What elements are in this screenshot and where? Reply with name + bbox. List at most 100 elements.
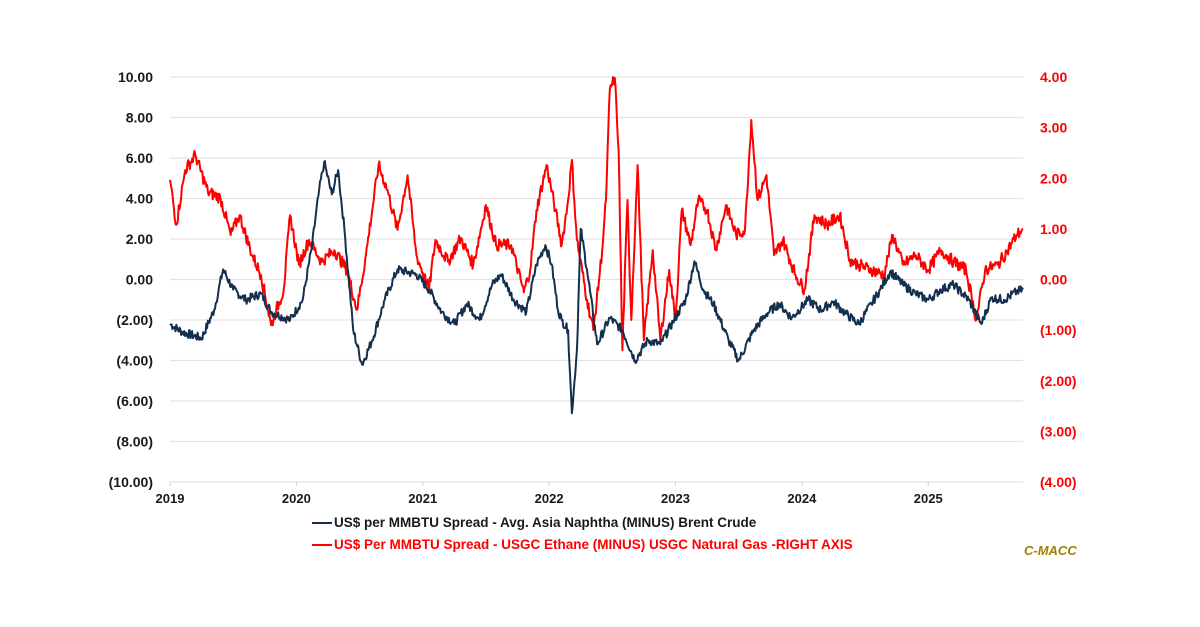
data-point-ethane bbox=[744, 229, 746, 231]
data-point-ethane bbox=[715, 249, 717, 251]
data-point-ethane bbox=[940, 249, 942, 251]
data-point-ethane bbox=[555, 209, 557, 211]
data-point-ethane bbox=[260, 274, 262, 276]
x-tick-label: 2020 bbox=[282, 491, 311, 506]
data-point-ethane bbox=[627, 199, 629, 201]
data-point-ethane bbox=[378, 164, 380, 166]
data-point-ethane bbox=[871, 269, 873, 271]
data-point-ethane bbox=[915, 254, 917, 256]
data-point-ethane bbox=[614, 77, 616, 79]
left-tick-label: 0.00 bbox=[126, 272, 153, 288]
series-layer bbox=[169, 76, 1024, 415]
cmacc-watermark: C-MACC bbox=[1024, 543, 1077, 558]
right-tick-label: 4.00 bbox=[1040, 69, 1067, 85]
data-point-ethane bbox=[321, 261, 323, 263]
data-point-ethane bbox=[883, 274, 885, 276]
data-point-ethane bbox=[965, 269, 967, 271]
data-point-ethane bbox=[858, 264, 860, 266]
data-point-ethane bbox=[795, 274, 797, 276]
data-point-ethane bbox=[652, 249, 654, 251]
gridlines bbox=[170, 76, 1023, 483]
data-point-ethane bbox=[270, 324, 272, 326]
right-tick-label: 1.00 bbox=[1040, 221, 1067, 237]
data-point-ethane bbox=[725, 204, 727, 206]
right-tick-label: 3.00 bbox=[1040, 120, 1067, 136]
legend-item-ethane: US$ Per MMBTU Spread - USGC Ethane (MINU… bbox=[312, 534, 853, 556]
data-point-ethane bbox=[953, 261, 955, 263]
data-point-ethane bbox=[308, 239, 310, 241]
data-point-ethane bbox=[529, 269, 531, 271]
left-tick-label: (2.00) bbox=[116, 312, 153, 328]
left-tick-label: (6.00) bbox=[116, 393, 153, 409]
data-point-ethane bbox=[416, 254, 418, 256]
data-point-ethane bbox=[523, 291, 525, 293]
data-point-ethane bbox=[460, 237, 462, 239]
data-point-ethane bbox=[622, 350, 624, 352]
data-point-ethane bbox=[495, 244, 497, 246]
data-point-ethane bbox=[892, 234, 894, 236]
data-point-ethane bbox=[485, 204, 487, 206]
data-point-ethane bbox=[571, 159, 573, 161]
data-point-ethane bbox=[735, 234, 737, 236]
data-point-ethane bbox=[757, 199, 759, 201]
right-tick-label: (4.00) bbox=[1040, 474, 1077, 490]
right-axis-ticks: 4.00 3.00 2.00 1.00 0.00 (1.00) (2.00) (3.00) (4… bbox=[1040, 69, 1077, 490]
data-point-ethane bbox=[773, 254, 775, 256]
left-tick-label: 4.00 bbox=[126, 191, 153, 207]
data-point-ethane bbox=[176, 224, 178, 226]
data-point-ethane bbox=[766, 174, 768, 176]
legend: US$ per MMBTU Spread - Avg. Asia Naphtha… bbox=[312, 512, 853, 556]
data-point-ethane bbox=[220, 197, 222, 199]
legend-swatch-ethane bbox=[312, 544, 332, 546]
left-tick-label: 2.00 bbox=[126, 231, 153, 247]
x-tick-label: 2021 bbox=[408, 491, 437, 506]
right-tick-label: (3.00) bbox=[1040, 423, 1077, 439]
data-point-ethane bbox=[251, 254, 253, 256]
data-point-ethane bbox=[586, 299, 588, 301]
data-point-ethane bbox=[927, 269, 929, 271]
data-point-ethane bbox=[849, 259, 851, 261]
left-axis-ticks: 10.00 8.00 6.00 4.00 2.00 0.00 (2.00) (4.00) (6.… bbox=[109, 69, 154, 490]
data-point-ethane bbox=[643, 339, 645, 341]
data-point-ethane bbox=[184, 169, 186, 171]
left-tick-label: 6.00 bbox=[126, 150, 153, 166]
left-tick-label: 8.00 bbox=[126, 110, 153, 126]
data-point-ethane bbox=[356, 309, 358, 311]
data-point-ethane bbox=[1016, 234, 1018, 236]
left-tick-label: (10.00) bbox=[109, 474, 153, 490]
right-tick-label: (1.00) bbox=[1040, 322, 1077, 338]
data-point-ethane bbox=[706, 209, 708, 211]
legend-swatch-naphtha bbox=[312, 522, 332, 524]
x-tick-label: 2022 bbox=[535, 491, 564, 506]
data-point-ethane bbox=[283, 289, 285, 291]
left-tick-label: (8.00) bbox=[116, 434, 153, 450]
data-point-ethane bbox=[690, 244, 692, 246]
data-point-ethane bbox=[397, 229, 399, 231]
data-point-ethane bbox=[630, 319, 632, 321]
data-point-ethane bbox=[546, 164, 548, 166]
x-axis-ticks: 2019 2020 2021 2022 2023 2024 2025 bbox=[156, 482, 943, 506]
data-point-ethane bbox=[447, 261, 449, 263]
right-tick-label: (2.00) bbox=[1040, 373, 1077, 389]
legend-label-naphtha: US$ per MMBTU Spread - Avg. Asia Naphtha… bbox=[334, 515, 757, 530]
data-point-ethane bbox=[839, 214, 841, 216]
series-line-naphtha-brent bbox=[169, 160, 1024, 415]
data-point-ethane bbox=[536, 209, 538, 211]
data-point-ethane bbox=[902, 264, 904, 266]
data-point-ethane bbox=[826, 224, 828, 226]
legend-item-naphtha: US$ per MMBTU Spread - Avg. Asia Naphtha… bbox=[312, 512, 853, 534]
data-point-ethane bbox=[618, 149, 620, 151]
data-point-ethane bbox=[681, 209, 683, 211]
data-point-ethane bbox=[601, 249, 603, 251]
right-tick-label: 2.00 bbox=[1040, 170, 1067, 186]
data-point-ethane bbox=[365, 254, 367, 256]
data-point-ethane bbox=[472, 264, 474, 266]
data-point-ethane bbox=[567, 199, 569, 201]
data-point-ethane bbox=[593, 329, 595, 331]
data-point-ethane bbox=[407, 174, 409, 176]
data-point-ethane bbox=[435, 239, 437, 241]
data-point-ethane bbox=[984, 269, 986, 271]
data-point-ethane bbox=[387, 189, 389, 191]
x-tick-label: 2019 bbox=[156, 491, 185, 506]
